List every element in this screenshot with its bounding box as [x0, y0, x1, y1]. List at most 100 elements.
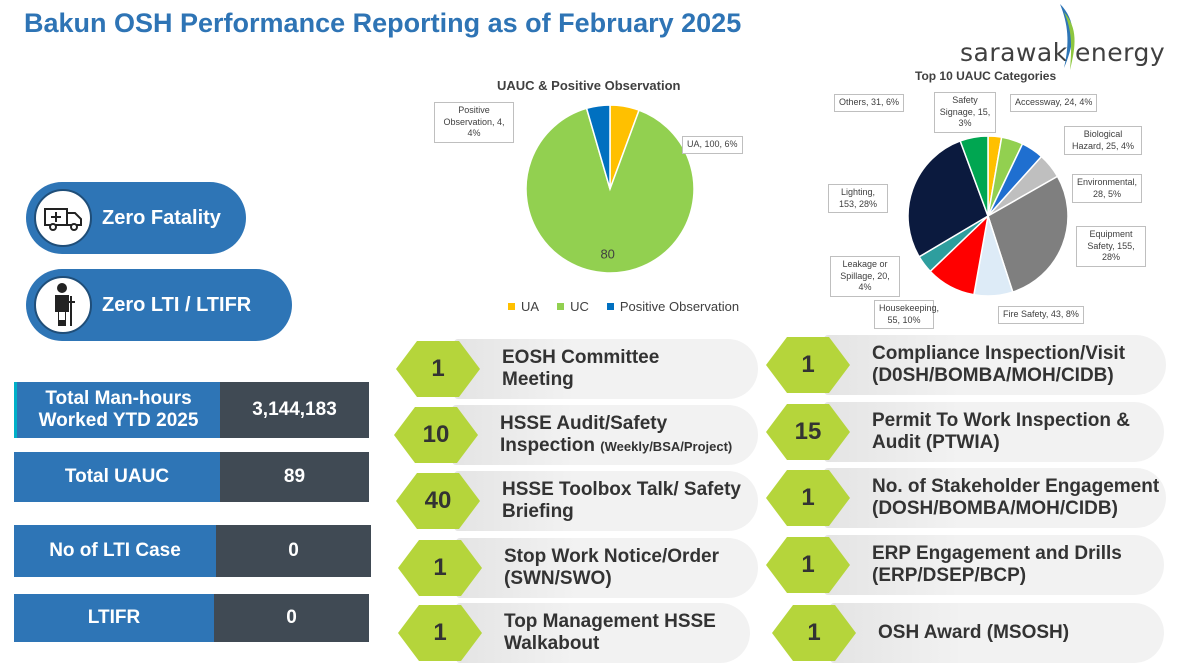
stat-total-uauc: Total UAUC 89 [14, 452, 369, 502]
ambulance-icon [34, 189, 92, 247]
stat-label: LTIFR [14, 594, 214, 642]
tile-line2: Briefing [502, 501, 574, 522]
legend-swatch [557, 303, 565, 310]
tile-count: 15 [766, 404, 850, 460]
tile-line2: (ERP/DSEP/BCP) [872, 565, 1027, 586]
stat-label: No of LTI Case [14, 525, 216, 577]
chart-title: Top 10 UAUC Categories [915, 69, 1057, 83]
tile-text: ERP Engagement and Drills (ERP/DSEP/BCP) [872, 543, 1122, 587]
tile-text: EOSH Committee Meeting [502, 347, 659, 391]
uauc-legend: UA UC Positive Observation [508, 299, 739, 314]
tile-bar [830, 603, 1164, 663]
legend-item-positive-observation: Positive Observation [606, 299, 740, 314]
logo-word-right: energy [1075, 38, 1166, 67]
pie-slice-lighting [907, 140, 989, 258]
tile-bar [824, 402, 1164, 462]
pie-slice-others [959, 135, 989, 217]
callout-biological-hazard: Biological Hazard, 25, 4% [1064, 126, 1142, 156]
sarawak-energy-logo: sarawak energy [958, 2, 1173, 72]
tile-text: Top Management HSSE Walkabout [504, 611, 716, 655]
pie-slice-equipment-safety [987, 175, 1069, 294]
callout-fire-safety: Fire Safety, 43, 8% [998, 306, 1084, 324]
pill-label: Zero LTI / LTIFR [102, 293, 252, 316]
legend-swatch [508, 303, 515, 310]
tile-count: 10 [394, 407, 478, 463]
tile-bar [452, 405, 758, 465]
logo-swoosh-icon [1060, 4, 1075, 70]
callout-housekeeping: Housekeeping, 55, 10% [874, 300, 939, 330]
top10-uauc-pie-chart: Top 10 UAUC Categories Others, 31, 6% Sa… [820, 62, 1150, 334]
tile-count: 1 [396, 341, 480, 397]
activity-tile: 1 OSH Award (MSOSH) [772, 603, 1164, 663]
page-title: Bakun OSH Performance Reporting as of Fe… [24, 8, 742, 38]
stat-label: Total Man-hours Worked YTD 2025 [14, 382, 220, 438]
legend-item-uc: UC [557, 299, 589, 314]
tile-bar [824, 468, 1166, 528]
tile-text: No. of Stakeholder Engagement (DOSH/BOMBA… [872, 476, 1159, 520]
stat-value: 0 [214, 594, 369, 642]
tile-bar [824, 535, 1164, 595]
tile-line2: (SWN/SWO) [504, 568, 612, 589]
tile-text: OSH Award (MSOSH) [878, 622, 1069, 644]
tile-line1: HSSE Toolbox Talk/ Safety [502, 479, 741, 501]
chart-title: UAUC & Positive Observation [497, 78, 681, 93]
activity-tile: 1 No. of Stakeholder Engagement (DOSH/BOM… [766, 468, 1166, 528]
tile-note: (Weekly/BSA/Project) [600, 439, 733, 454]
legend-label: UA [521, 299, 540, 314]
legend-label: UC [570, 299, 589, 314]
activity-tile: 15 Permit To Work Inspection & Audit (PTW… [766, 402, 1164, 462]
stat-man-hours: Total Man-hours Worked YTD 2025 3,144,18… [14, 382, 369, 438]
tile-text: Stop Work Notice/Order (SWN/SWO) [504, 546, 719, 590]
tile-text: HSSE Audit/Safety Inspection (Weekly/BSA/… [500, 413, 732, 457]
callout-environmental: Environmental, 28, 5% [1072, 174, 1142, 204]
tile-text: Compliance Inspection/Visit (D0SH/BOMBA/M… [872, 343, 1125, 387]
tile-line2: Audit (PTWIA) [872, 432, 1000, 453]
callout-others: Others, 31, 6% [834, 94, 905, 112]
activity-tile: 1 ERP Engagement and Drills (ERP/DSEP/BCP… [766, 535, 1164, 595]
callout-accessway: Accessway, 24, 4% [1010, 94, 1098, 112]
stat-ltifr: LTIFR 0 [14, 594, 369, 642]
activity-tile: 40 HSSE Toolbox Talk/ Safety Briefing [396, 471, 758, 531]
tile-line2: Walkabout [504, 633, 600, 654]
uauc-pie-svg: 80 [525, 104, 695, 274]
tile-text: Permit To Work Inspection & Audit (PTWIA) [872, 410, 1130, 454]
stat-label: Total UAUC [14, 452, 220, 502]
legend-item-ua: UA [508, 299, 539, 314]
stat-value: 0 [216, 525, 371, 577]
activity-tile: 1 Stop Work Notice/Order (SWN/SWO) [398, 538, 758, 598]
activity-tile: 10 HSSE Audit/Safety Inspection (Weekly/B… [394, 405, 758, 465]
callout-equipment-safety: Equipment Safety, 155, 28% [1076, 226, 1146, 268]
callout-positive-observation: Positive Observation, 4, 4% [434, 102, 514, 144]
tile-bar [454, 471, 758, 531]
tile-line1: Permit To Work Inspection & [872, 410, 1130, 432]
tile-bar [824, 335, 1166, 395]
tile-text: HSSE Toolbox Talk/ Safety Briefing [502, 479, 741, 523]
tile-line2: (DOSH/BOMBA/MOH/CIDB) [872, 498, 1118, 519]
tile-line2: Meeting [502, 369, 574, 390]
tile-line1: Top Management HSSE [504, 611, 716, 633]
activity-tile: 1 Top Management HSSE Walkabout [398, 603, 750, 663]
stat-value: 3,144,183 [220, 382, 369, 438]
tile-line2: (D0SH/BOMBA/MOH/CIDB) [872, 365, 1114, 386]
callout-lighting: Lighting, 153, 28% [828, 184, 888, 214]
tile-line1: HSSE Audit/Safety [500, 413, 668, 435]
tile-line1: Stop Work Notice/Order [504, 546, 720, 568]
tile-bar [456, 538, 758, 598]
callout-leakage-spillage: Leakage or Spillage, 20, 4% [830, 256, 900, 298]
legend-swatch [606, 303, 614, 310]
uauc-pie-chart: UAUC & Positive Observation 80 Positive … [420, 70, 780, 330]
tile-line1: No. of Stakeholder Engagement [872, 476, 1160, 498]
tile-line1: Compliance Inspection/Visit [872, 343, 1126, 365]
legend-label: Positive Observation [619, 299, 740, 314]
stat-value: 89 [220, 452, 369, 502]
tile-line1: EOSH Committee [502, 347, 660, 369]
tile-bar [454, 339, 758, 399]
pie-slice-uc [525, 107, 695, 274]
injured-worker-icon [34, 276, 92, 334]
pill-label: Zero Fatality [102, 206, 221, 229]
tile-line1: OSH Award (MSOSH) [878, 622, 1070, 644]
tile-bar [456, 603, 750, 663]
pie-slice-positive-observation [585, 104, 611, 190]
stat-lti-case: No of LTI Case 0 [14, 525, 371, 577]
tile-count: 1 [766, 337, 850, 393]
